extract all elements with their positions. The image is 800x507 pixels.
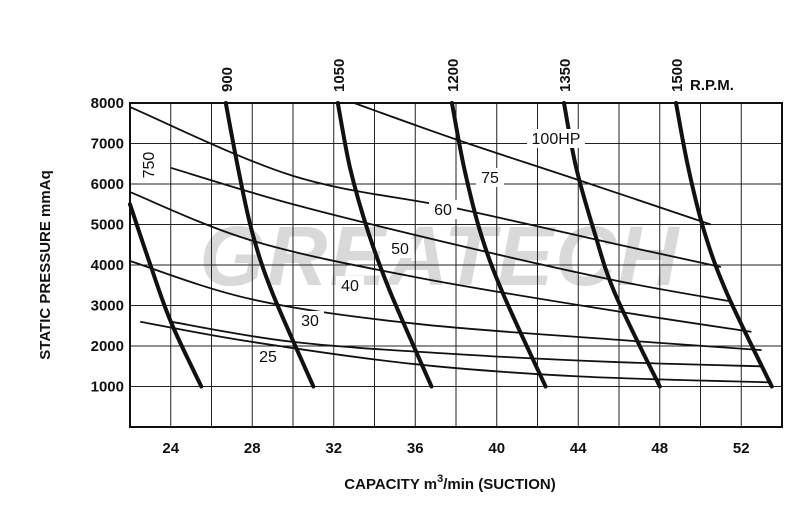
x-tick-label: 44 [570,440,587,457]
rpm-label-1200: 1200 [445,59,462,92]
hp-curve-100HP [353,102,711,226]
hp-label-30: 30 [301,313,319,330]
hp-label-40: 40 [341,278,359,295]
rpm-curve-900 [223,101,316,389]
hp-label-bg [296,311,324,330]
rpm-curves [128,101,774,389]
rpm-label-1500: 1500 [669,59,686,92]
y-tick-label: 2000 [91,338,124,355]
rpm-curve-1200 [449,101,548,389]
rpm-label-750: 750 [141,152,158,179]
x-axis-label: CAPACITY m3/min (SUCTION) [344,473,555,493]
y-tick-label: 4000 [91,257,124,274]
hp-label-bg [527,129,585,148]
x-tick-label: 48 [651,440,668,457]
hp-label-bg [429,200,457,219]
rpm-curve-1500 [674,101,774,389]
rpm-labels: 750 900 1050 1200 1350 1500 [141,59,686,179]
rpm-curve-750 [128,202,204,389]
y-tick-label: 7000 [91,136,124,153]
hp-label-bg [336,276,364,295]
rpm-label-1050: 1050 [331,59,348,92]
y-tick-label: 8000 [91,95,124,112]
x-tick-label: 28 [244,440,261,457]
y-tick-label: 3000 [91,298,124,315]
hp-label-60: 60 [434,202,452,219]
y-tick-labels: 1000 2000 3000 4000 5000 6000 7000 8000 [91,95,124,396]
hp-label-bg [254,347,282,366]
hp-label-100HP: 100HP [532,131,581,148]
y-tick-label: 6000 [91,176,124,193]
x-axis-label-sup: 3 [437,473,443,485]
hp-curve-60 [170,166,732,303]
x-axis-label-suffix: /min (SUCTION) [443,476,556,493]
x-tick-label: 52 [733,440,750,457]
rpm-axis-label: R.P.M. [690,77,734,94]
x-tick-label: 24 [162,440,179,457]
rpm-label-1350: 1350 [557,59,574,92]
hp-label-bg [476,168,504,187]
rpm-curve-1350 [562,101,662,389]
x-axis-label-prefix: CAPACITY m [344,476,437,493]
rpm-curve-1050 [335,101,434,389]
x-tick-labels: 24 28 32 36 40 44 48 52 [162,440,749,457]
hp-label-bg [386,239,414,258]
y-tick-label: 1000 [91,379,124,396]
rpm-label-900: 900 [219,67,236,92]
hp-curve-50 [129,191,752,333]
hp-label-50: 50 [391,241,409,258]
hp-labels: 25 30 40 50 60 75 100HP [254,129,585,366]
y-axis-label: STATIC PRESSURE mmAq [37,170,54,359]
x-tick-label: 36 [407,440,424,457]
x-tick-label: 32 [325,440,342,457]
hp-label-75: 75 [481,170,499,187]
hp-label-25: 25 [259,349,277,366]
y-tick-label: 5000 [91,217,124,234]
plot-frame [129,102,783,428]
hp-curve-40 [129,260,762,351]
hp-curve-30 [170,320,762,368]
x-tick-label: 40 [488,440,505,457]
